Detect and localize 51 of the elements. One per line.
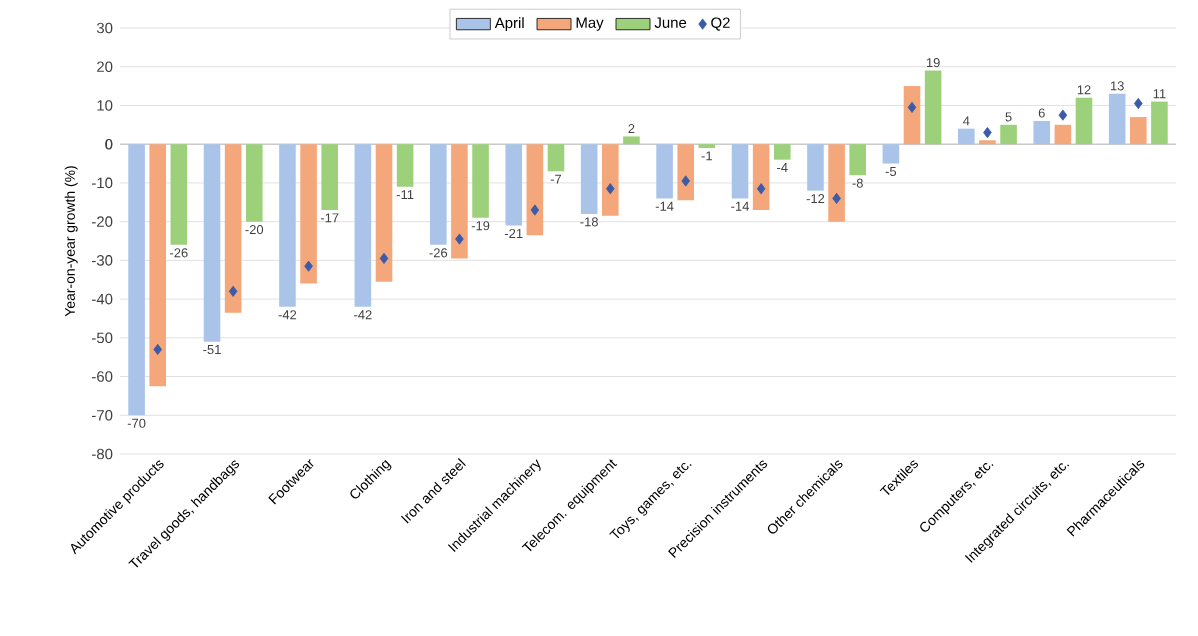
bar [1151,101,1168,145]
bar [656,144,673,199]
bar [1033,120,1051,145]
bar [1108,93,1126,145]
bar [677,144,695,201]
bar [580,144,598,214]
bar [430,144,447,245]
bar [451,144,468,259]
bar [224,144,242,313]
bar [203,144,221,342]
bar [903,86,921,145]
bar [526,144,544,236]
bar [1130,117,1147,145]
point [606,183,615,195]
bar [505,144,523,226]
bar [828,144,845,222]
bar [354,144,372,307]
point [379,252,389,264]
bar [321,144,338,211]
bar [170,144,188,245]
bar [1054,124,1072,145]
bar [279,144,296,307]
bar [1075,97,1093,145]
point [907,101,917,113]
bar [128,144,145,416]
bar [375,144,393,282]
bar [773,144,791,160]
bar [882,144,900,164]
bar [300,144,317,284]
point [304,260,313,272]
bar [472,144,489,218]
point [681,175,691,187]
point [228,285,238,297]
bar [958,128,975,145]
point [1058,109,1068,121]
point [756,183,766,195]
bar [1000,124,1017,145]
point [530,204,540,216]
point [832,192,841,204]
bar [849,144,866,176]
bar [623,136,640,145]
bar [731,144,749,199]
bar [396,144,414,187]
bar [245,144,263,222]
point [455,233,464,245]
bar [924,70,942,145]
bar [752,144,770,211]
bar [547,144,565,172]
bar [149,144,167,387]
bar [807,144,824,191]
bar [601,144,619,216]
